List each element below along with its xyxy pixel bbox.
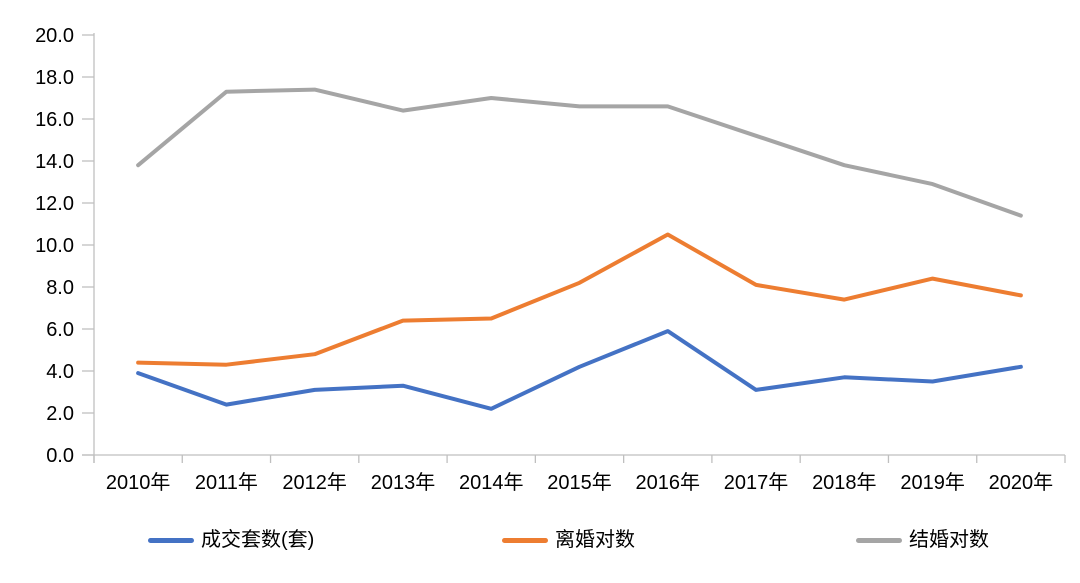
x-axis-tick-label: 2013年 (371, 471, 436, 494)
x-axis-tick-label: 2014年 (459, 471, 524, 494)
x-axis-tick-label: 2011年 (195, 471, 258, 494)
y-axis-tick-label: 2.0 (46, 403, 74, 425)
legend-item-deals: 成交套数(套) (148, 527, 314, 553)
y-axis-tick-label: 10.0 (35, 235, 74, 257)
x-axis-tick-label: 2010年 (106, 471, 171, 494)
y-axis-tick-label: 0.0 (46, 445, 74, 467)
legend-label-deals: 成交套数(套) (201, 529, 315, 551)
y-axis-tick-label: 8.0 (46, 277, 74, 299)
y-axis-tick-label: 12.0 (35, 193, 74, 215)
y-axis-tick-label: 14.0 (35, 151, 74, 173)
legend-label-divorces: 离婚对数 (555, 529, 635, 551)
x-axis-tick-label: 2020年 (989, 471, 1054, 494)
x-axis-tick-label: 2016年 (636, 471, 701, 494)
x-axis-tick-label: 2018年 (812, 471, 877, 494)
y-axis-tick-label: 4.0 (46, 361, 74, 383)
y-axis-tick-label: 16.0 (35, 109, 74, 131)
x-axis-tick-label: 2017年 (724, 471, 789, 494)
legend-line-swatch-divorces (502, 537, 548, 543)
series-line-marriages (136, 87, 1023, 218)
x-axis-tick-label: 2015年 (547, 471, 612, 494)
legend-item-divorces: 离婚对数 (502, 527, 635, 553)
legend-item-marriages: 结婚对数 (856, 527, 989, 553)
y-axis-tick-label: 6.0 (46, 319, 74, 341)
series-line-divorces (136, 232, 1023, 367)
x-axis-tick-label: 2019年 (900, 471, 965, 494)
y-axis-tick-label: 18.0 (35, 67, 74, 89)
legend-label-marriages: 结婚对数 (909, 529, 989, 551)
x-axis-tick-label: 2012年 (282, 471, 347, 494)
legend-line-swatch-marriages (856, 537, 902, 543)
y-axis-tick-label: 20.0 (35, 25, 74, 47)
legend-line-swatch-deals (148, 537, 194, 543)
series-line-deals (136, 329, 1023, 411)
